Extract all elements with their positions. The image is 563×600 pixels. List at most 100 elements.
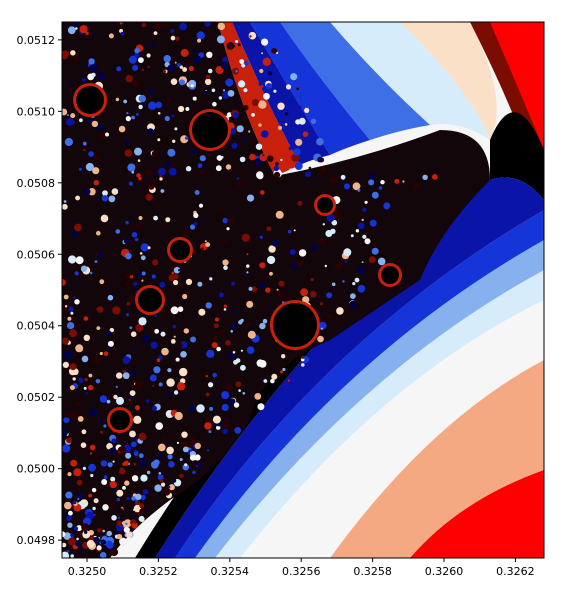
fractal-speck	[324, 264, 327, 268]
fractal-speck	[131, 170, 135, 174]
fractal-speck	[297, 260, 304, 267]
fractal-speck	[287, 379, 291, 382]
fractal-speck	[146, 53, 151, 58]
fractal-speck	[91, 120, 99, 128]
fractal-speck	[239, 59, 245, 64]
fractal-speck	[302, 131, 309, 137]
fractal-speck	[63, 294, 69, 300]
fractal-speck	[153, 31, 158, 35]
fractal-speck	[131, 115, 136, 120]
fractal-speck	[122, 507, 125, 510]
fractal-speck	[123, 460, 129, 466]
fractal-speck	[257, 403, 265, 411]
fractal-speck	[302, 296, 310, 304]
fractal-speck	[88, 463, 96, 472]
fractal-speck	[138, 515, 145, 522]
fractal-speck	[177, 63, 181, 67]
fractal-speck	[319, 302, 323, 306]
fractal-speck	[125, 116, 131, 122]
fractal-speck	[217, 22, 225, 31]
y-tick-label: 0.0498	[17, 534, 56, 547]
fractal-speck	[131, 475, 139, 482]
fractal-region	[62, 22, 490, 558]
fractal-speck	[238, 389, 241, 392]
fractal-speck	[148, 101, 157, 110]
fractal-speck	[168, 461, 175, 468]
fractal-speck	[322, 223, 325, 226]
fractal-speck	[225, 340, 231, 346]
y-tick-label: 0.0504	[17, 320, 56, 333]
fractal-speck	[88, 373, 93, 378]
fractal-speck	[343, 248, 352, 257]
fractal-speck	[141, 68, 145, 72]
fractal-speck	[261, 268, 265, 272]
fractal-speck	[194, 442, 201, 450]
fractal-speck	[207, 68, 213, 74]
fractal-speck	[87, 119, 92, 124]
fractal-speck	[237, 43, 241, 47]
fractal-speck	[149, 374, 157, 382]
band-black-bottom	[135, 180, 490, 558]
fractal-speck	[368, 256, 376, 264]
fractal-speck	[125, 281, 131, 287]
band-paleblue-bottom	[215, 270, 544, 558]
fractal-speck	[62, 429, 68, 437]
fractal-speck	[155, 495, 158, 498]
fractal-speck	[151, 274, 156, 279]
fractal-speck	[261, 52, 264, 55]
fractal-speck	[147, 65, 150, 69]
fractal-speck	[258, 100, 267, 109]
fractal-speck	[116, 489, 124, 497]
fractal-speck	[211, 88, 216, 93]
fractal-speck	[192, 48, 197, 53]
fractal-speck	[158, 443, 166, 452]
fractal-speck	[77, 416, 84, 422]
fractal-speck	[79, 118, 83, 123]
fractal-speck	[68, 510, 73, 516]
fractal-speck	[221, 391, 230, 400]
fractal-speck	[77, 492, 84, 499]
fractal-speck	[205, 74, 211, 80]
fractal-speck	[83, 187, 91, 196]
fractal-speck	[62, 361, 69, 368]
fractal-speck	[141, 279, 144, 282]
fractal-speck	[185, 166, 192, 172]
fractal-speck	[215, 165, 222, 172]
fractal-speck	[130, 402, 132, 405]
fractal-speck	[289, 249, 296, 256]
fractal-speck	[201, 247, 204, 250]
fractal-speck	[193, 55, 202, 64]
fractal-speck	[115, 97, 120, 102]
fractal-speck	[93, 513, 96, 516]
fractal-speck	[193, 212, 199, 219]
fractal-speck	[218, 96, 223, 100]
fractal-speck	[290, 136, 294, 140]
fractal-speck	[171, 271, 175, 275]
fractal-speck	[75, 195, 80, 201]
fractal-speck	[154, 484, 162, 492]
y-axis: 0.0498 0.0500 0.0502 0.0504 0.0506 0.0508 0.05…	[17, 34, 62, 547]
plot-area	[62, 22, 544, 558]
fractal-speck	[204, 422, 212, 430]
fractal-speck	[89, 408, 98, 417]
fractal-speck	[333, 210, 342, 220]
fractal-speck	[262, 318, 268, 324]
fractal-speck	[295, 138, 303, 146]
fractal-speck	[216, 346, 221, 352]
fractal-speck	[291, 263, 297, 270]
fractal-speck	[207, 449, 209, 452]
fractal-speck	[107, 346, 111, 350]
fractal-speck	[350, 234, 354, 238]
fractal-speck	[194, 190, 200, 195]
axes-frame	[61, 21, 545, 559]
fractal-speck	[372, 243, 377, 249]
fractal-speck	[124, 272, 131, 279]
fractal-speck	[123, 477, 127, 482]
fractal-speck	[199, 155, 206, 162]
fractal-speck	[205, 392, 210, 397]
fractal-speck	[298, 117, 306, 125]
fractal-speck	[87, 384, 94, 391]
fractal-speck	[93, 498, 99, 504]
fractal-speck	[116, 396, 124, 405]
fractal-speck	[179, 367, 188, 377]
